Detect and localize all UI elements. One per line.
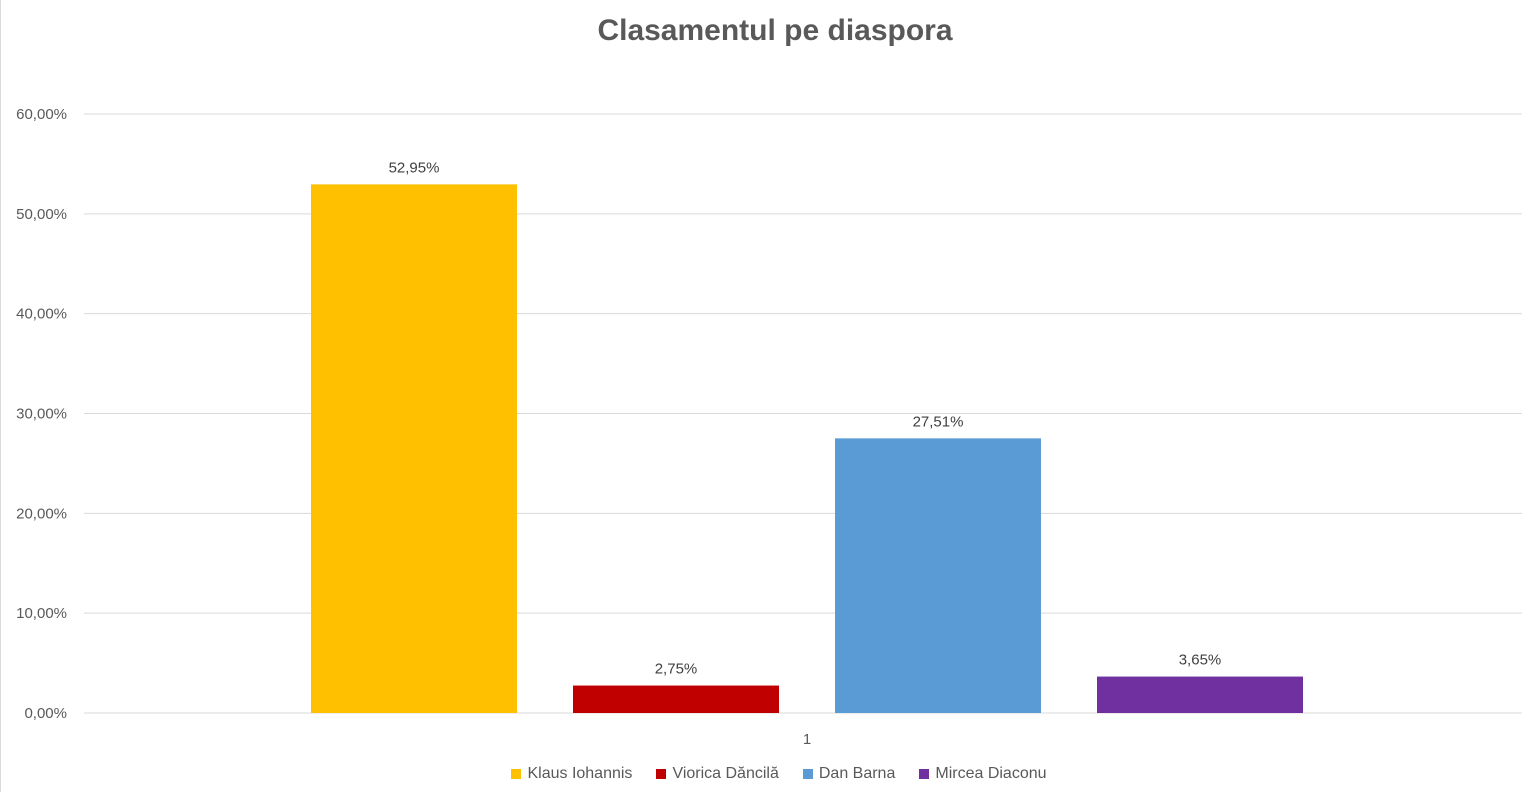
legend-item: Dan Barna bbox=[802, 765, 896, 783]
y-tick-label: 10,00% bbox=[16, 605, 67, 622]
legend: Klaus Iohannis Viorica Dăncilă Dan Barna Mi… bbox=[1, 765, 1522, 783]
data-label: 27,51% bbox=[913, 413, 964, 430]
legend-swatch bbox=[802, 769, 813, 779]
legend-swatch bbox=[919, 769, 930, 779]
legend-item: Klaus Iohannis bbox=[511, 765, 632, 783]
legend-swatch bbox=[656, 769, 667, 779]
bar bbox=[1097, 676, 1303, 713]
bar bbox=[311, 184, 517, 713]
legend-label: Dan Barna bbox=[818, 765, 896, 782]
data-label: 3,65% bbox=[1179, 652, 1222, 669]
y-tick-label: 60,00% bbox=[16, 106, 67, 123]
y-tick-label: 40,00% bbox=[16, 306, 67, 323]
data-label: 52,95% bbox=[389, 159, 440, 176]
chart-title: Clasamentul pe diaspora bbox=[597, 14, 953, 47]
legend-swatch bbox=[511, 769, 522, 779]
x-tick-label: 1 bbox=[803, 731, 811, 748]
bar bbox=[835, 438, 1041, 713]
legend-label: Klaus Iohannis bbox=[527, 765, 633, 782]
y-tick-label: 0,00% bbox=[24, 705, 67, 722]
y-tick-label: 30,00% bbox=[16, 406, 67, 423]
y-tick-label: 20,00% bbox=[16, 505, 67, 522]
y-tick-label: 50,00% bbox=[16, 206, 67, 223]
legend-item: Mircea Diaconu bbox=[919, 765, 1047, 783]
bar bbox=[573, 685, 779, 713]
data-label: 2,75% bbox=[655, 661, 698, 678]
legend-label: Mircea Diaconu bbox=[935, 765, 1047, 782]
legend-item: Viorica Dăncilă bbox=[656, 765, 779, 783]
legend-label: Viorica Dăncilă bbox=[672, 765, 779, 782]
